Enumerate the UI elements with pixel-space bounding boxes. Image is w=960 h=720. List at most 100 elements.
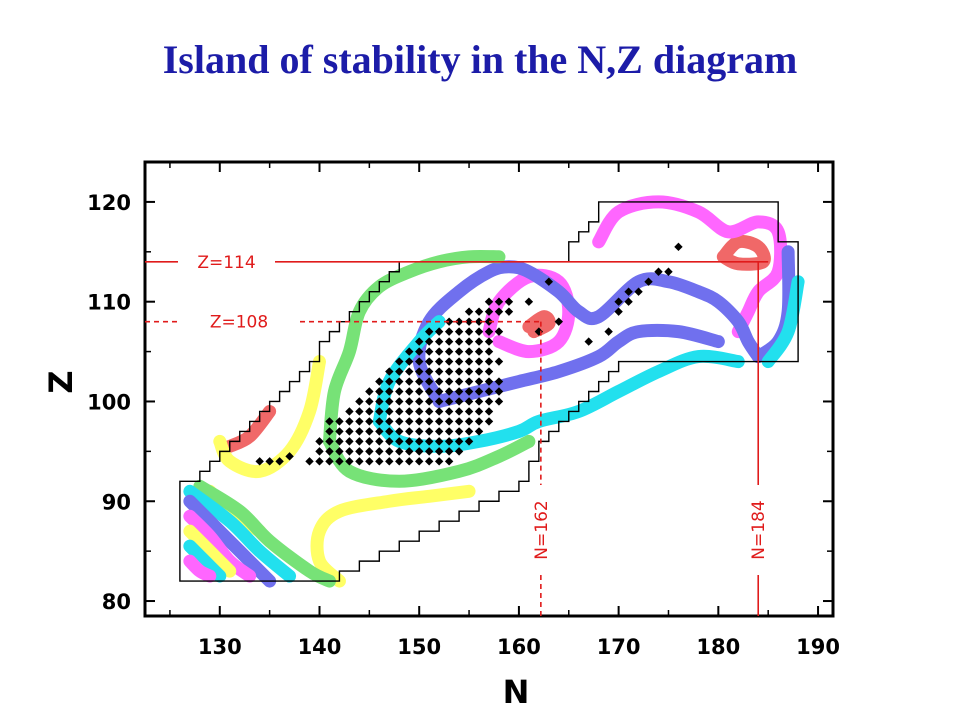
nucleus-point [405, 387, 414, 396]
nucleus-point [405, 437, 414, 446]
nucleus-point [454, 427, 464, 436]
nucleus-point [365, 417, 374, 426]
nucleus-point [544, 277, 554, 286]
contour-line [223, 404, 277, 453]
nucleus-point [325, 417, 334, 426]
nucleus-point [494, 397, 504, 406]
nucleus-point [474, 367, 484, 376]
nucleus-point [444, 327, 454, 336]
nucleus-point [454, 417, 464, 426]
nucleus-point [335, 417, 344, 426]
nucleus-point [385, 457, 394, 466]
nucleus-point [375, 437, 384, 446]
contour-line [412, 260, 765, 408]
nucleus-point [474, 397, 484, 406]
nucleus-point [674, 242, 683, 252]
magic-line-label: Z=108 [210, 313, 268, 333]
nucleus-point [355, 447, 364, 456]
nucleus-point [325, 457, 334, 466]
nucleus-point [385, 437, 394, 446]
nucleus-point [424, 407, 434, 416]
nucleus-point [255, 457, 264, 466]
nucleus-point [375, 447, 384, 456]
nucleus-point [405, 367, 414, 376]
x-tick-label: 150 [397, 635, 441, 659]
nucleus-point [434, 397, 444, 406]
nucleus-point [355, 427, 364, 436]
nucleus-point [504, 307, 514, 316]
nucleus-point [464, 367, 474, 376]
nucleus-point [494, 327, 504, 336]
nucleus-point [365, 427, 374, 436]
nucleus-point [554, 317, 563, 326]
magic-line-label: Z=114 [197, 253, 255, 273]
nucleus-point [474, 317, 484, 326]
magic-line-label: N=184 [749, 500, 769, 559]
nucleus-point [464, 397, 474, 406]
magic-lines-layer: Z=114 Z=108 N=162 N=184 [145, 253, 769, 616]
nucleus-point [454, 397, 464, 406]
nucleus-point [444, 317, 454, 326]
nucleus-point [315, 457, 324, 466]
nucleus-point [454, 317, 464, 326]
contour-line [592, 195, 788, 339]
contour-line [193, 479, 336, 588]
nucleus-point [424, 367, 434, 376]
nucleus-point [405, 347, 414, 356]
nucleus-point [474, 387, 484, 396]
x-tick-label: 190 [796, 635, 840, 659]
nucleus-point [454, 337, 464, 346]
nucleus-point [415, 457, 424, 466]
x-axis-label: N [503, 673, 530, 711]
nucleus-point [434, 367, 444, 376]
nucleus-point [365, 397, 374, 406]
nucleus-point [464, 407, 474, 416]
nucleus-point [424, 447, 434, 456]
nucleus-point [415, 357, 424, 366]
nucleus-point [355, 457, 364, 466]
nucleus-point [375, 417, 384, 426]
nucleus-point [375, 427, 384, 436]
nucleus-point [424, 347, 434, 356]
nucleus-point [345, 427, 354, 436]
contours-layer [183, 195, 805, 588]
nucleus-point [345, 457, 354, 466]
nucleus-point [524, 297, 534, 306]
nucleus-point [305, 457, 314, 466]
nucleus-point [395, 367, 404, 376]
nucleus-point [474, 357, 484, 366]
nucleus-point [395, 397, 404, 406]
nucleus-point [375, 407, 384, 416]
nucleus-point [385, 447, 394, 456]
nucleus-point [444, 397, 454, 406]
nucleus-point [484, 377, 494, 386]
nucleus-point [325, 437, 334, 446]
contour-line [310, 484, 476, 588]
nucleus-point [634, 287, 643, 296]
nucleus-point [484, 367, 494, 376]
nucleus-point [365, 447, 374, 456]
nucleus-point [365, 407, 374, 416]
nucleus-point [614, 307, 623, 316]
nucleus-point [285, 452, 294, 461]
nucleus-point [434, 377, 444, 386]
contour-line [716, 234, 771, 271]
nucleus-point [424, 377, 434, 386]
nucleus-point [494, 377, 504, 386]
nucleus-point [464, 437, 474, 446]
nuclei-layer [255, 242, 683, 466]
nucleus-point [375, 457, 384, 466]
nucleus-point [484, 327, 494, 336]
nucleus-point [444, 347, 454, 356]
nucleus-point [434, 427, 444, 436]
nucleus-point [355, 437, 364, 446]
nucleus-point [335, 437, 344, 446]
nucleus-point [454, 377, 464, 386]
contour-line [372, 315, 446, 428]
nucleus-point [375, 387, 384, 396]
nucleus-point [424, 417, 434, 426]
contour-line [322, 434, 536, 488]
nucleus-point [494, 307, 504, 316]
nucleus-point [424, 337, 434, 346]
